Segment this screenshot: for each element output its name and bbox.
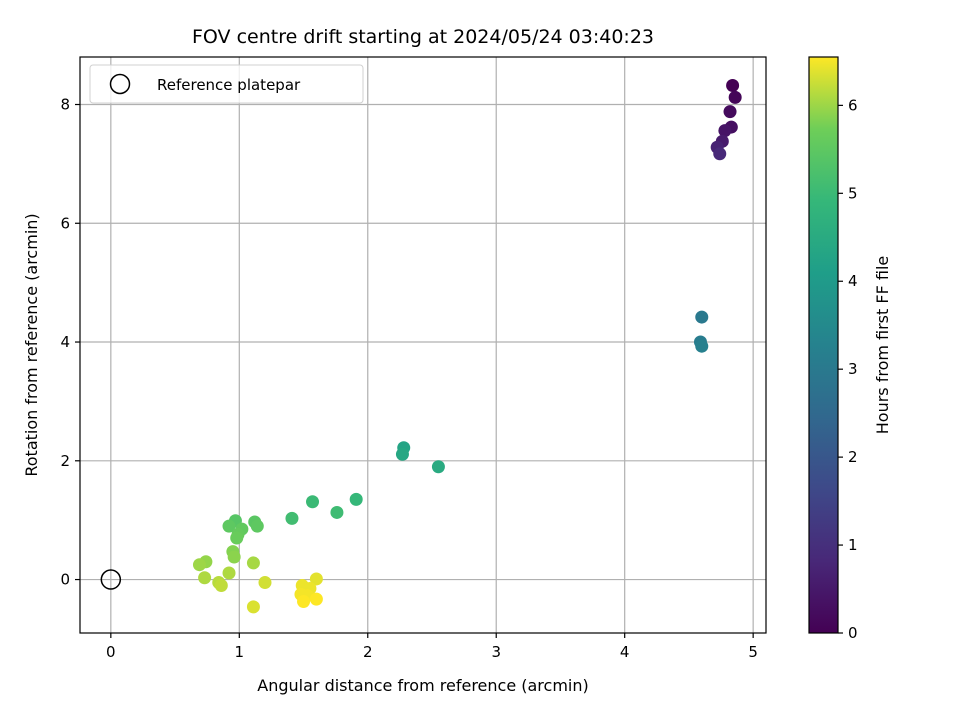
data-point: [726, 79, 740, 93]
data-point: [306, 495, 320, 509]
data-point: [258, 576, 272, 590]
data-point: [250, 519, 264, 533]
data-point: [198, 571, 212, 585]
data-point: [309, 592, 323, 606]
y-tick-label: 8: [60, 96, 70, 114]
legend: Reference platepar: [89, 64, 364, 104]
plot-frame: [79, 56, 767, 634]
colorbar-tick-label: 3: [848, 360, 858, 378]
chart-title: FOV centre drift starting at 2024/05/24 …: [192, 26, 654, 48]
colorbar-gradient: [808, 56, 839, 634]
data-point: [309, 572, 323, 586]
data-point: [728, 90, 742, 104]
colorbar-tick-label: 2: [848, 448, 858, 466]
y-tick-label: 2: [60, 452, 70, 470]
scatter-points: [192, 79, 742, 614]
legend-entry: Reference platepar: [157, 76, 301, 94]
x-tick-label: 3: [491, 643, 501, 661]
colorbar-tick-label: 6: [848, 96, 858, 114]
y-tick-label: 6: [60, 214, 70, 232]
data-point: [246, 600, 260, 614]
legend-marker: [109, 73, 131, 95]
data-point: [395, 447, 409, 461]
data-point: [431, 460, 445, 474]
reference-point: [100, 569, 122, 590]
x-tick-label: 2: [363, 643, 373, 661]
data-point: [222, 566, 236, 580]
data-point: [297, 595, 311, 609]
y-axis-label: Rotation from reference (arcmin): [22, 213, 41, 476]
x-tick-label: 4: [620, 643, 630, 661]
colorbar-label: Hours from first FF file: [873, 256, 892, 435]
x-axis-ticks: 0 1 2 3 4 5: [106, 633, 758, 661]
x-tick-label: 1: [235, 643, 245, 661]
data-point: [723, 105, 737, 119]
data-point: [695, 339, 709, 353]
colorbar-tick-label: 4: [848, 272, 858, 290]
data-point: [349, 492, 363, 506]
colorbar-ticks: 0 1 2 3 4 5 6: [838, 96, 858, 642]
y-tick-label: 4: [60, 333, 70, 351]
colorbar-tick-label: 1: [848, 536, 858, 554]
data-point: [227, 550, 241, 564]
reference-marker: [100, 569, 122, 590]
colorbar-tick-label: 5: [848, 184, 858, 202]
data-point: [230, 531, 244, 545]
colorbar: 0 1 2 3 4 5 6 Hours from first FF file: [808, 56, 892, 642]
data-point: [713, 147, 727, 161]
data-point: [222, 519, 236, 533]
data-point: [192, 558, 206, 572]
data-point: [718, 124, 732, 138]
x-tick-label: 5: [748, 643, 758, 661]
data-point: [285, 511, 299, 525]
data-point: [214, 578, 228, 592]
y-axis-ticks: 0 2 4 6 8: [60, 96, 80, 589]
legend-box: [89, 64, 364, 104]
grid: [80, 57, 766, 633]
x-tick-label: 0: [106, 643, 116, 661]
y-tick-label: 0: [60, 571, 70, 589]
data-point: [330, 505, 344, 519]
x-axis-label: Angular distance from reference (arcmin): [257, 676, 588, 695]
data-point: [246, 556, 260, 570]
data-point: [695, 310, 709, 324]
colorbar-tick-label: 0: [848, 624, 858, 642]
